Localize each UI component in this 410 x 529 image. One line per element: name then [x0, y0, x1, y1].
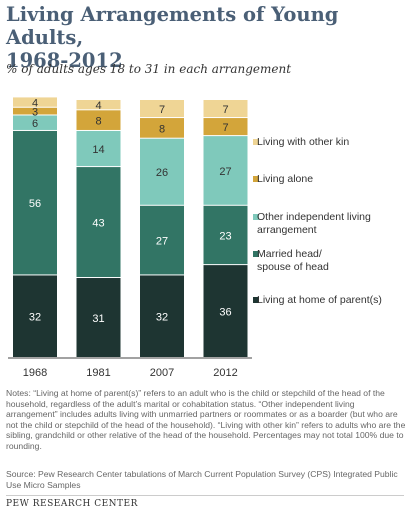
data-label: 26 — [156, 167, 168, 179]
legend-swatch — [253, 214, 259, 220]
bar-segment — [140, 205, 184, 275]
bar-segment — [13, 107, 57, 115]
chart-title-line1: Living Arrangements of Young Adults, — [6, 3, 339, 49]
stacked-bar-chart: 3256634196831431484198132272687200736232… — [8, 97, 382, 379]
category-label: 1981 — [86, 367, 110, 379]
data-label: 32 — [156, 312, 168, 324]
bar-segment — [203, 100, 248, 118]
data-label: 36 — [219, 307, 231, 319]
organization-name: PEW RESEARCH CENTER — [6, 499, 138, 509]
chart-source: Source: Pew Research Center tabulations … — [6, 469, 398, 490]
legend-swatch — [253, 176, 259, 182]
data-label: 7 — [159, 104, 165, 116]
bar-segment — [13, 275, 57, 357]
data-label: 23 — [219, 230, 231, 242]
bar-segment — [203, 118, 248, 136]
data-label: 8 — [159, 123, 165, 135]
data-label: 43 — [92, 218, 104, 230]
category-label: 2007 — [150, 367, 174, 379]
category-label: 1968 — [23, 367, 47, 379]
bar-segment — [140, 118, 184, 138]
bar-segment — [76, 110, 121, 130]
legend-label: Other independent living arrangement — [257, 211, 371, 236]
data-label: 3 — [32, 107, 38, 119]
bar-segment — [140, 138, 184, 205]
data-label: 31 — [92, 313, 104, 325]
bar-segment — [76, 167, 121, 278]
data-label: 32 — [29, 312, 41, 324]
legend-swatch — [253, 251, 259, 257]
bar-segment — [203, 205, 248, 265]
category-label: 2012 — [213, 367, 237, 379]
bar-segment — [76, 100, 121, 110]
bar-segment — [76, 130, 121, 167]
data-label: 14 — [92, 144, 104, 156]
chart-notes: Notes: “Living at home of parent(s)” ref… — [6, 388, 406, 451]
data-label: 56 — [29, 198, 41, 210]
bar-segment — [140, 275, 184, 357]
legend-label: Living at home of parent(s) — [257, 294, 382, 306]
data-label: 27 — [219, 166, 231, 178]
bar-segment — [13, 130, 57, 275]
legend-label: Living alone — [257, 173, 313, 185]
bar-segment — [13, 115, 57, 130]
data-label: 7 — [222, 104, 228, 116]
data-label: 6 — [32, 118, 38, 130]
bar-segment — [203, 136, 248, 205]
bar-segment — [76, 278, 121, 357]
data-label: 4 — [32, 98, 38, 110]
bar-segment — [13, 97, 57, 107]
chart-subtitle: % of adults ages 18 to 31 in each arrang… — [6, 62, 292, 76]
data-label: 7 — [222, 122, 228, 134]
footer-divider — [6, 495, 404, 496]
data-label: 8 — [95, 116, 101, 128]
legend-swatch — [253, 139, 259, 145]
data-label: 4 — [95, 100, 101, 112]
chart-title: Living Arrangements of Young Adults, 196… — [6, 3, 404, 72]
legend-label: Living with other kin — [257, 136, 349, 148]
chart-title-line2: 1968-2012 — [6, 49, 123, 72]
bar-segment — [203, 265, 248, 357]
legend-label: Married head/spouse of head — [257, 248, 329, 273]
legend-swatch — [253, 297, 259, 303]
bar-segment — [140, 100, 184, 118]
data-label: 27 — [156, 236, 168, 248]
